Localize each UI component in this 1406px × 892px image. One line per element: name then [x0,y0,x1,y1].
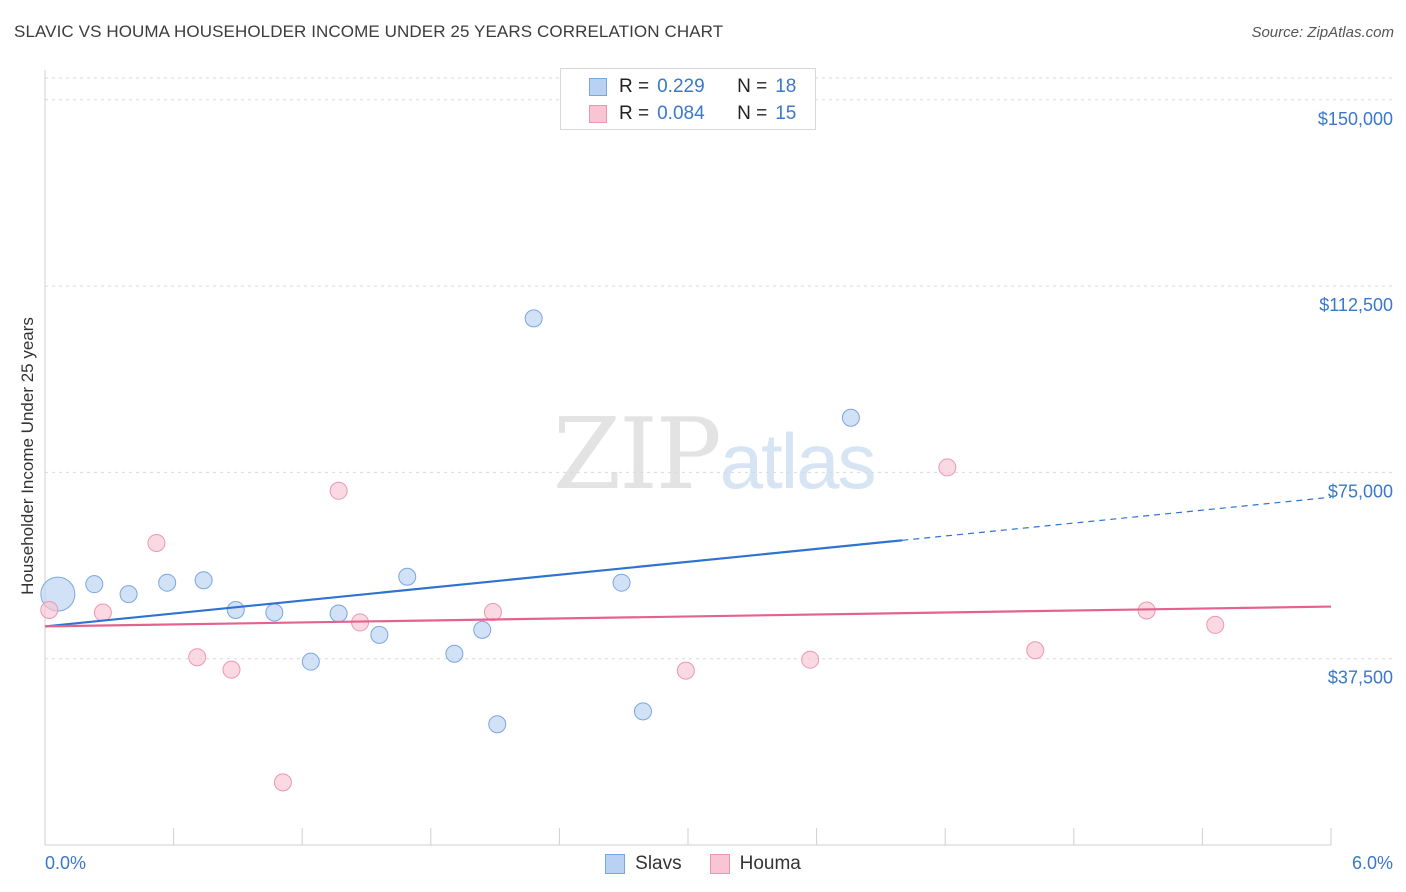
houma-trend-line [44,605,1332,628]
y-tick-label: $37,500 [1328,668,1393,688]
slavs-point [445,644,464,663]
correlation-legend: R = 0.229 N = 18 R = 0.084 N = 15 [560,68,816,130]
houma-legend-swatch [709,854,730,874]
series-legend: Slavs Houma [0,851,1406,877]
slavs-point [612,573,631,592]
r-label: R = [619,103,650,124]
slavs-legend-swatch [605,854,626,874]
y-tick-label: $150,000 [1318,109,1393,129]
n-label: N = [737,103,768,124]
y-tick-label: $112,500 [1319,295,1393,315]
slavs-point [633,702,652,721]
slavs-point [524,309,543,328]
slavs-swatch [589,78,607,96]
houma-point [676,661,695,680]
houma-swatch [589,105,607,123]
x-tick-label: 6.0% [1352,853,1393,873]
houma-point [1026,641,1045,660]
legend-row-houma: R = 0.084 N = 15 [589,102,796,126]
houma-point [483,603,502,622]
y-tick-label: $75,000 [1328,481,1393,501]
slavs-point [226,601,245,620]
slavs-point [841,408,860,427]
watermark-atlas: atlas [719,417,877,505]
legend-label-slavs: Slavs [635,853,682,874]
houma-point [938,458,957,477]
houma-point [329,481,348,500]
slavs-point [370,625,389,644]
slavs-point [301,652,320,671]
slavs-point [329,604,348,623]
chart-title: SLAVIC VS HOUMA HOUSEHOLDER INCOME UNDER… [14,22,724,41]
houma-point [147,533,166,552]
slavs-point [398,567,417,586]
source-label: Source: ZipAtlas.com [1251,24,1394,41]
slavs-point [85,575,104,594]
n-value: 18 [775,76,797,97]
slavs-point [194,571,213,590]
r-label: R = [619,76,650,97]
slavs-point [119,585,138,604]
slavs-point [473,620,492,639]
x-tick-label: 0.0% [45,853,86,873]
slavs-point [158,573,177,592]
n-value: 15 [775,103,797,124]
slavs-trend-line [44,539,903,628]
legend-item-slavs[interactable]: Slavs [605,853,682,875]
slavs-point [488,715,507,734]
r-value: 0.084 [657,103,705,124]
houma-point [188,648,207,667]
legend-item-houma[interactable]: Houma [709,853,801,875]
houma-point [40,601,59,620]
houma-point [273,773,292,792]
houma-point [1206,615,1225,634]
houma-point [222,660,241,679]
n-label: N = [737,76,768,97]
legend-row-slavs: R = 0.229 N = 18 [589,75,796,99]
watermark-zip: ZIP [553,398,722,512]
houma-point [93,603,112,622]
r-value: 0.229 [657,76,705,97]
slavs-point [265,603,284,622]
houma-point [801,650,820,669]
slavs-trend-extension [902,496,1332,541]
watermark: ZIPatlas [553,398,877,512]
legend-label-houma: Houma [739,853,801,874]
